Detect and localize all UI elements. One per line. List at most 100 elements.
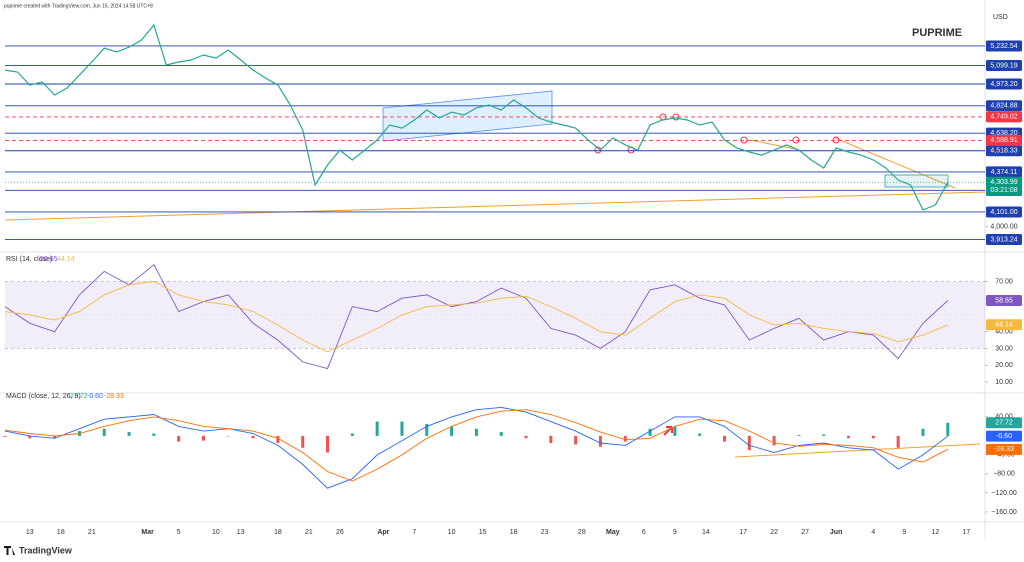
- histogram-bar: [747, 435, 751, 451]
- price-label-box: [986, 294, 1022, 306]
- legend-value: 27.72: [70, 393, 88, 400]
- price-label-box: [986, 234, 1022, 246]
- countdown: 03:21:08: [990, 187, 1017, 194]
- histogram-bar: [698, 433, 702, 436]
- x-tick-label: 18: [274, 529, 282, 536]
- price-label-box: [986, 134, 1022, 146]
- price-label: -28.33: [994, 446, 1014, 453]
- y-tick-label: −120.00: [991, 490, 1017, 497]
- zone: [884, 174, 949, 188]
- y-tick-label: −40.00: [993, 452, 1015, 459]
- y-tick-label: 40.00: [995, 329, 1013, 336]
- x-tick-label: 9: [902, 529, 906, 536]
- y-tick-label: 70.00: [995, 278, 1013, 285]
- series-line: [4, 264, 949, 370]
- y-tick-label: −160.00: [991, 509, 1017, 516]
- histogram-bar: [425, 423, 429, 436]
- histogram-bar: [499, 432, 503, 436]
- histogram-bar: [598, 435, 602, 447]
- x-tick-label: Apr: [377, 529, 389, 536]
- price-label-box: [986, 100, 1022, 112]
- series-line: [4, 23, 949, 211]
- price-label: 4,638.20: [990, 130, 1017, 137]
- x-tick-label: Jun: [830, 529, 842, 536]
- x-tick-label: 26: [336, 529, 344, 536]
- price-label-box: [986, 206, 1022, 218]
- price-label: 4,973.20: [990, 81, 1017, 88]
- x-tick-label: 18: [510, 529, 518, 536]
- histogram-bar: [797, 434, 801, 436]
- x-tick-label: 21: [305, 529, 313, 536]
- histogram-bar: [177, 435, 181, 442]
- histogram-bar: [574, 435, 578, 445]
- histogram-bar: [623, 435, 627, 442]
- price-label-box: [986, 78, 1022, 90]
- price-label-box: [986, 417, 1022, 429]
- histogram-bar: [450, 426, 454, 436]
- histogram-bar: [326, 435, 330, 453]
- logo: [4, 546, 15, 555]
- x-tick-label: 9: [673, 529, 677, 536]
- x-tick-label: 10: [448, 529, 456, 536]
- y-tick-label: 4,000.00: [990, 224, 1017, 231]
- x-tick-label: 23: [541, 529, 549, 536]
- histogram-bar: [276, 435, 280, 444]
- histogram-bar: [53, 435, 57, 439]
- legend-value: 58.65: [40, 256, 58, 263]
- x-tick-label: 28: [578, 529, 586, 536]
- footer: TradingView: [19, 545, 73, 555]
- histogram-bar: [152, 433, 156, 436]
- x-tick-label: 13: [26, 529, 34, 536]
- last-price-box: [986, 176, 1022, 196]
- price-label: 4,374.11: [991, 169, 1018, 176]
- series-line: [4, 280, 948, 353]
- price-label-box: [986, 40, 1022, 52]
- x-tick-label: 4: [871, 529, 875, 536]
- histogram-bar: [722, 435, 726, 442]
- price-label-box: [986, 60, 1022, 72]
- legend-value: 44.14: [57, 256, 75, 263]
- price-label: 4,518.33: [990, 148, 1017, 155]
- histogram-bar: [474, 428, 478, 436]
- trendline: [734, 443, 981, 458]
- histogram-bar: [673, 426, 677, 436]
- watermark: PUPRIME: [912, 27, 962, 39]
- price-label: 4,101.00: [990, 209, 1017, 216]
- indicator-title: RSI (14, close): [6, 256, 52, 263]
- trendline: [834, 137, 956, 189]
- histogram-bar: [921, 428, 925, 436]
- legend-value: -0.60: [87, 393, 103, 400]
- histogram-bar: [822, 434, 826, 436]
- y-tick-label: 10.00: [995, 379, 1013, 386]
- histogram-bar: [847, 435, 851, 439]
- price-label-box: [986, 430, 1022, 442]
- x-tick-label: 6: [642, 529, 646, 536]
- legend-value: -28.33: [104, 393, 124, 400]
- x-tick-label: 7: [412, 529, 416, 536]
- y-tick-label: −80.00: [993, 471, 1015, 478]
- price-label: 5,099.19: [990, 62, 1017, 69]
- histogram-bar: [102, 428, 106, 436]
- price-label-box: [986, 166, 1022, 178]
- price-label-box: [986, 145, 1022, 157]
- price-label: -0.60: [996, 433, 1012, 440]
- indicator-title: MACD (close, 12, 26, 9): [6, 393, 81, 400]
- x-tick-label: 15: [479, 529, 487, 536]
- histogram-bar: [648, 428, 652, 436]
- x-tick-label: Mar: [141, 529, 154, 536]
- histogram-bar: [549, 435, 553, 444]
- price-label: 4,749.02: [990, 114, 1017, 121]
- x-tick-label: 13: [237, 529, 245, 536]
- x-tick-label: 22: [770, 529, 778, 536]
- histogram-bar: [3, 435, 7, 437]
- price-label: 5,232.54: [990, 43, 1017, 50]
- histogram-bar: [524, 435, 528, 439]
- trendline: [749, 139, 801, 151]
- histogram-bar: [400, 421, 404, 436]
- price-label: 4,588.91: [990, 137, 1017, 144]
- price-label: 4,824.88: [990, 103, 1017, 110]
- price-label: 3,913.24: [990, 236, 1017, 243]
- histogram-bar: [350, 433, 354, 436]
